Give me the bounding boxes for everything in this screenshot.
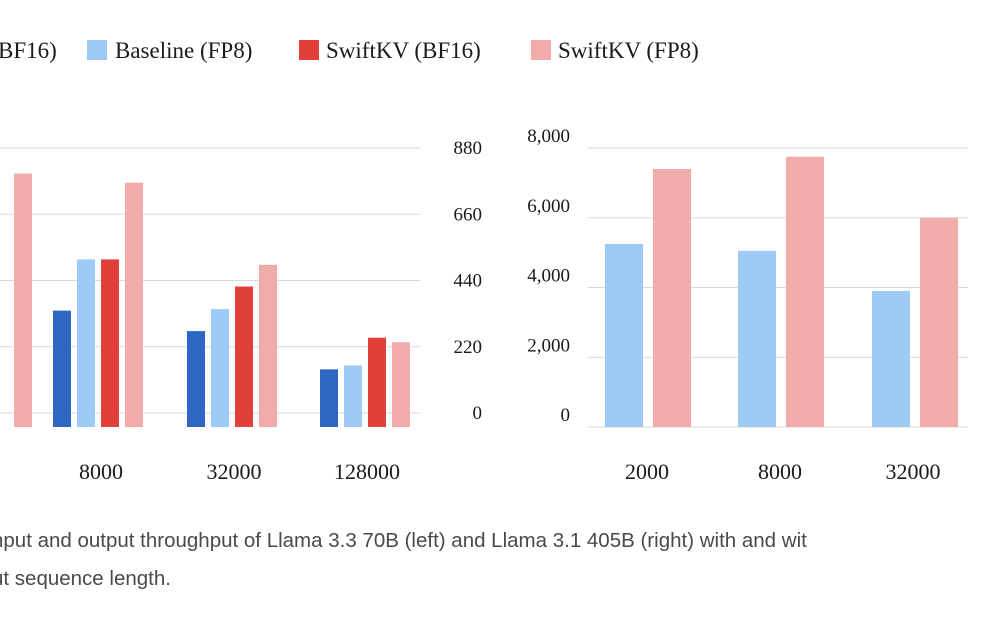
y-tick-label: 8,000 xyxy=(527,126,570,147)
legend-label-baseline-fp8: Baseline (FP8) xyxy=(115,38,252,63)
bar-baseline-fp8-32000 xyxy=(872,290,910,427)
bar-swiftkv-fp8-partial xyxy=(14,173,32,427)
bar-swiftkv-bf16-32000 xyxy=(235,286,253,427)
left-throughput-chart: 0 220 440 660 880 8000 32000 128000 xyxy=(0,138,482,484)
x-category-label: 2000 xyxy=(625,459,669,484)
bar-swiftkv-fp8-8000 xyxy=(786,156,824,427)
y-tick-label: 6,000 xyxy=(527,196,570,217)
x-category-label: 8000 xyxy=(79,459,123,484)
x-category-label: 8000 xyxy=(758,459,802,484)
legend-swatch-swiftkv-fp8 xyxy=(531,40,551,60)
bar-baseline-fp8-8000 xyxy=(738,250,776,427)
bar-swiftkv-fp8-8000 xyxy=(125,182,143,427)
bar-swiftkv-bf16-128000 xyxy=(368,337,386,427)
bar-swiftkv-bf16-8000 xyxy=(101,259,119,427)
bar-baseline-fp8-8000 xyxy=(77,259,95,427)
x-category-label: 128000 xyxy=(334,459,400,484)
bar-baseline-fp8-32000 xyxy=(211,309,229,427)
legend-label-bf16: BF16) xyxy=(0,38,57,63)
x-category-label: 32000 xyxy=(886,459,941,484)
legend-label-swiftkv-bf16: SwiftKV (BF16) xyxy=(326,38,481,63)
y-tick-label: 2,000 xyxy=(527,335,570,356)
y-tick-label: 440 xyxy=(454,271,483,292)
y-tick-label: 4,000 xyxy=(527,266,570,287)
caption-line-2: ut sequence length. xyxy=(0,567,171,590)
bar-bf16-128000 xyxy=(320,369,338,427)
y-tick-label: 880 xyxy=(454,138,483,159)
x-category-label: 32000 xyxy=(207,459,262,484)
y-tick-label: 0 xyxy=(561,405,571,426)
y-tick-label: 220 xyxy=(454,337,483,358)
bar-baseline-fp8-128000 xyxy=(344,365,362,427)
bar-swiftkv-fp8-128000 xyxy=(392,342,410,427)
y-tick-label: 0 xyxy=(473,403,483,424)
bar-swiftkv-fp8-2000 xyxy=(653,168,691,428)
caption-line-1: nput and output throughput of Llama 3.3 … xyxy=(0,529,807,552)
legend-swatch-swiftkv-bf16 xyxy=(299,40,319,60)
legend-label-swiftkv-fp8: SwiftKV (FP8) xyxy=(558,38,699,63)
bar-baseline-fp8-2000 xyxy=(605,243,643,427)
legend: BF16) Baseline (FP8) SwiftKV (BF16) SwiftKV… xyxy=(0,38,699,63)
right-throughput-chart: 0 2,000 4,000 6,000 8,000 2000 8000 32000 xyxy=(527,126,968,484)
figure-caption: nput and output throughput of Llama 3.3 … xyxy=(0,522,1000,598)
bar-swiftkv-fp8-32000 xyxy=(920,217,958,427)
bar-bf16-32000 xyxy=(187,331,205,427)
legend-swatch-baseline-fp8 xyxy=(87,40,107,60)
y-tick-label: 660 xyxy=(454,204,483,225)
bar-bf16-8000 xyxy=(53,310,71,427)
bar-swiftkv-fp8-32000 xyxy=(259,264,277,427)
